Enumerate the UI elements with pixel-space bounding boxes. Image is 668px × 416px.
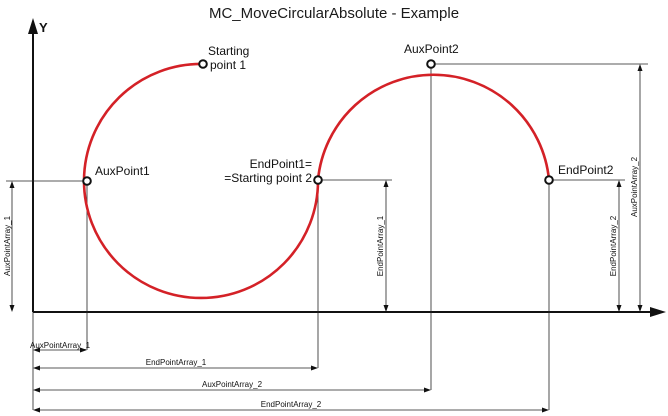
- dim-aux2-y-arrow-top-icon: [637, 64, 643, 71]
- dim-aux1-x-arrow-right-icon: [80, 347, 87, 353]
- y-axis-label: Y: [39, 20, 48, 35]
- label-end-point-2: EndPoint2: [558, 163, 614, 177]
- dim-label-aux-point-array-2-horizontal: AuxPointArray_2: [202, 380, 263, 389]
- dim-end1-y-arrow-bottom-icon: [383, 305, 389, 312]
- dim-end2-y-arrow-bottom-icon: [616, 305, 622, 312]
- dim-end1-y-arrow-top-icon: [383, 180, 389, 187]
- point-labels: Starting point 1 AuxPoint1 EndPoint1= =S…: [95, 42, 614, 185]
- circular-paths: [82, 62, 551, 300]
- label-aux-point-2: AuxPoint2: [404, 42, 459, 56]
- aux-point-1-marker: [82, 176, 92, 186]
- path-points: [82, 59, 554, 186]
- dim-aux1-y-arrow-top-icon: [9, 181, 15, 188]
- label-end-point-1-line2: =Starting point 2: [224, 171, 312, 185]
- arc-movement-1: [82, 62, 320, 300]
- dim-label-aux-point-array-2-vertical: AuxPointArray_2: [630, 156, 639, 217]
- label-starting-point-1-line1: Starting: [208, 44, 249, 58]
- dim-end1-x-arrow-left-icon: [33, 365, 40, 371]
- dim-end2-x-arrow-right-icon: [542, 407, 549, 413]
- dim-aux1-y-arrow-bottom-icon: [9, 305, 15, 312]
- horizontal-dimensions: AuxPointArray_1 EndPointArray_1 AuxPoint…: [30, 341, 549, 413]
- dim-end2-x-arrow-left-icon: [33, 407, 40, 413]
- dim-label-end-point-array-2-horizontal: EndPointArray_2: [261, 400, 322, 409]
- label-starting-point-1-line2: point 1: [210, 58, 246, 72]
- dim-end1-x-arrow-right-icon: [311, 365, 318, 371]
- end-point-1-marker: [313, 175, 323, 185]
- dim-aux1-x-arrow-left-icon: [33, 347, 40, 353]
- label-aux-point-1: AuxPoint1: [95, 164, 150, 178]
- label-end-point-1-line1: EndPoint1=: [250, 157, 312, 171]
- diagram-title: MC_MoveCircularAbsolute - Example: [209, 5, 459, 22]
- dim-aux2-x-arrow-right-icon: [424, 387, 431, 393]
- x-axis-arrow-icon: [650, 307, 666, 317]
- arc-movement-2: [316, 73, 551, 181]
- y-axis-arrow-icon: [28, 18, 38, 34]
- vertical-dimensions: AuxPointArray_1 EndPointArray_1 EndPoint…: [3, 64, 643, 312]
- dim-label-end-point-array-1-horizontal: EndPointArray_1: [146, 358, 207, 367]
- dim-label-aux-point-array-1-horizontal: AuxPointArray_1: [30, 341, 91, 350]
- dim-label-aux-point-array-1-vertical: AuxPointArray_1: [3, 215, 12, 276]
- dim-label-end-point-array-2-vertical: EndPointArray_2: [609, 215, 618, 276]
- dim-aux2-y-arrow-bottom-icon: [637, 305, 643, 312]
- end-point-2-marker: [544, 175, 554, 185]
- dim-end2-y-arrow-top-icon: [616, 180, 622, 187]
- dim-aux2-x-arrow-left-icon: [33, 387, 40, 393]
- aux-point-2-marker: [426, 59, 436, 69]
- dim-label-end-point-array-1-vertical: EndPointArray_1: [376, 215, 385, 276]
- starting-point-1-marker: [198, 59, 208, 69]
